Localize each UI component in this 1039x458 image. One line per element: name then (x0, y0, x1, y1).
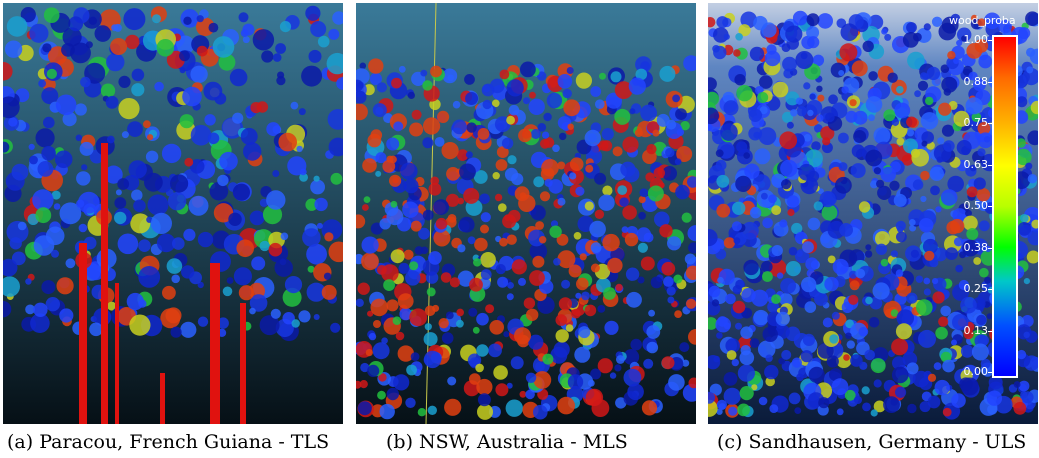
colorbar-tick-label: 0.38 (963, 240, 989, 254)
colorbar-tick-mark (988, 206, 993, 207)
colorbar-tick-label: 0.75 (963, 116, 989, 129)
colorbar-tick-mark (988, 330, 993, 332)
point-cloud-sandhausen (708, 3, 1038, 424)
point-cloud-paracou (3, 3, 343, 424)
colorbar-tick-mark (988, 247, 993, 249)
colorbar-tick-label: 0.50 (963, 199, 989, 212)
colorbar (992, 35, 1018, 378)
colorbar-tick-label: 1.00 (963, 33, 989, 46)
colorbar-tick-mark (988, 123, 993, 124)
colorbar-tick-mark (988, 164, 993, 166)
colorbar-tick-mark (988, 289, 993, 290)
colorbar-tick-mark (988, 40, 993, 41)
caption-a: (a) Paracou, French Guiana - TLS (7, 431, 330, 453)
colorbar-tick-label: 0.13 (963, 323, 989, 337)
colorbar-tick-label: 0.25 (963, 282, 989, 295)
colorbar-tick-mark (988, 372, 993, 373)
point-cloud-nsw (356, 3, 696, 424)
colorbar-title: wood_proba (949, 14, 1016, 27)
colorbar-tick-label: 0.63 (963, 157, 989, 171)
caption-b: (b) NSW, Australia - MLS (386, 431, 628, 453)
colorbar-tick-label: 0.00 (963, 365, 989, 378)
caption-c: (c) Sandhausen, Germany - ULS (717, 431, 1027, 453)
colorbar-tick-mark (988, 81, 993, 83)
colorbar-tick-label: 0.88 (963, 74, 989, 88)
